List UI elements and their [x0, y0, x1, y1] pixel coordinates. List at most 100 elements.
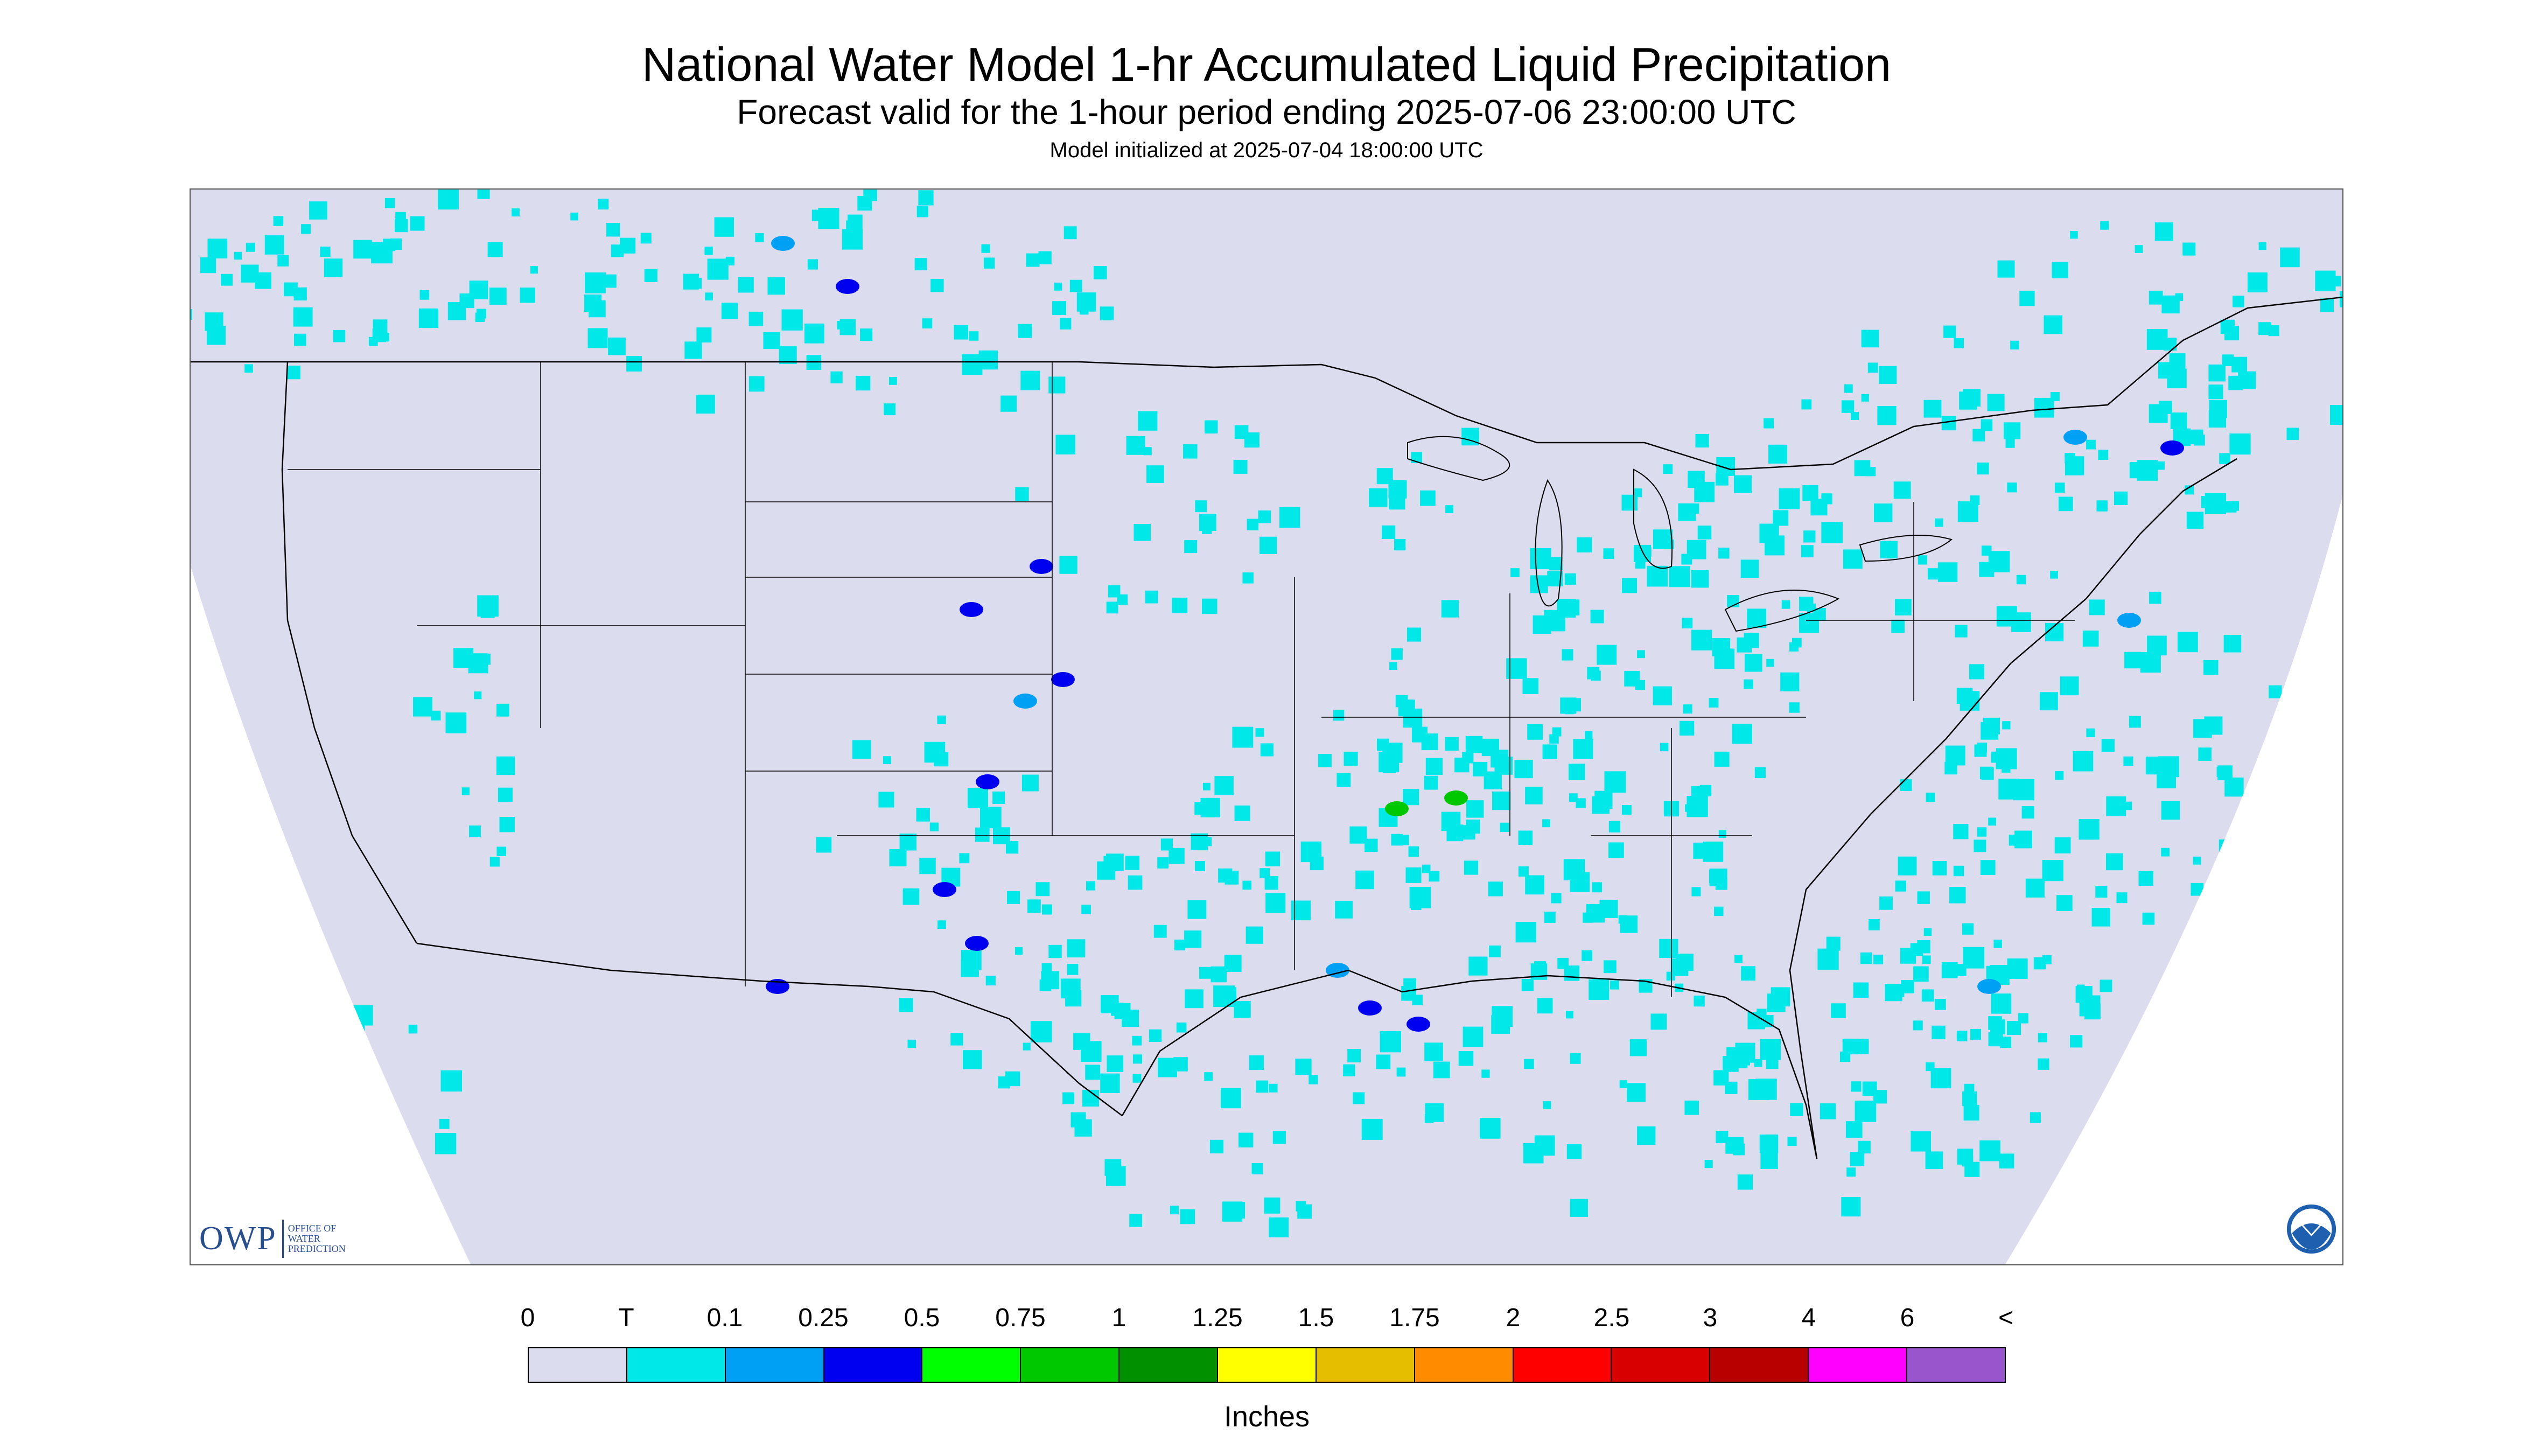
precip-cell: [1466, 820, 1480, 834]
precip-cell: [1543, 1101, 1551, 1109]
precip-cell: [1911, 1131, 1931, 1152]
precip-cell: [1518, 830, 1533, 845]
precip-cell: [1954, 338, 1964, 348]
precip-cell: [191, 309, 192, 320]
precip-cell: [816, 837, 832, 853]
precip-cell: [2330, 276, 2341, 286]
precip-cell: [2208, 384, 2223, 400]
precip-cell: [1184, 930, 1202, 948]
precip-cell: [1867, 362, 1878, 373]
precip-cell: [2042, 860, 2063, 881]
precip-cell: [1963, 1104, 1979, 1121]
legend-swatch: [1907, 1348, 2005, 1382]
precip-cell: [2203, 660, 2219, 675]
precip-cell: [1391, 648, 1403, 660]
precip-cell: [1999, 1153, 2014, 1169]
precip-cell: [1991, 993, 2012, 1014]
precip-cell: [1956, 688, 1973, 704]
precip-cell: [1987, 394, 2005, 411]
precip-cell: [1525, 875, 1544, 895]
precip-cell: [2021, 806, 2034, 819]
precip-cell: [2224, 778, 2244, 797]
precip-cell: [496, 703, 509, 717]
precip-cell: [1027, 899, 1041, 913]
precip-cell: [2101, 739, 2115, 752]
precip-spot: [1444, 790, 1468, 806]
precip-cell: [1310, 856, 1324, 871]
precip-cell: [1408, 846, 1419, 857]
precip-cell: [1258, 510, 1271, 523]
precip-cell: [1125, 856, 1140, 870]
precip-cell: [1682, 618, 1693, 629]
precip-cell: [1622, 578, 1638, 593]
precip-cell: [1895, 880, 1906, 892]
precip-cell: [293, 287, 307, 300]
precip-cell: [1117, 594, 1128, 605]
precip-cell: [2096, 500, 2108, 512]
precip-cell: [1260, 743, 1274, 757]
precip-cell: [1297, 1204, 1312, 1219]
precip-cell: [1748, 1079, 1769, 1100]
precip-cell: [767, 277, 785, 295]
precip-cell: [608, 337, 626, 355]
precip-cell: [1621, 494, 1638, 511]
precip-cell: [640, 233, 652, 244]
precip-cell: [1969, 664, 1984, 680]
precip-cell: [1733, 1143, 1745, 1156]
precip-cell: [2044, 315, 2062, 334]
precip-cell: [1488, 881, 1503, 897]
precip-cell: [1194, 802, 1208, 815]
precip-cell: [2005, 438, 2015, 448]
precip-cell: [1265, 851, 1281, 866]
precip-cell: [1333, 710, 1345, 721]
precip-cell: [2086, 439, 2096, 450]
precip-cell: [439, 1118, 450, 1129]
precip-cell: [1265, 893, 1286, 913]
precip-cell: [1489, 945, 1501, 957]
precip-cell: [431, 710, 441, 721]
precip-cell: [1801, 399, 1812, 410]
precip-cell: [1361, 1118, 1383, 1140]
precip-cell: [2039, 692, 2058, 711]
precip-cell: [1234, 1001, 1251, 1018]
precip-cell: [1683, 704, 1692, 714]
precip-cell: [1681, 554, 1692, 565]
precip-cell: [1335, 900, 1353, 919]
precip-cell: [848, 214, 863, 230]
precip-cell: [1653, 686, 1672, 705]
precip-cell: [763, 332, 780, 349]
precip-cell: [1726, 1047, 1748, 1068]
precip-cell: [1369, 488, 1388, 507]
precip-cell: [1844, 384, 1853, 393]
precip-cell: [1831, 1003, 1846, 1018]
precip-cell: [1048, 376, 1066, 394]
precip-cell: [1744, 633, 1759, 648]
precip-cell: [1821, 493, 1832, 505]
precip-cell: [914, 258, 927, 271]
precip-cell: [1846, 1167, 1856, 1177]
precip-cell: [1608, 821, 1621, 832]
precip-cell: [373, 319, 388, 334]
precip-cell: [2025, 878, 2045, 898]
precip-cell: [2137, 460, 2158, 481]
precip-cell: [1108, 585, 1121, 598]
precip-cell: [2330, 405, 2342, 425]
precip-cell: [1962, 923, 1974, 935]
precip-cell: [1733, 475, 1752, 493]
precip-cell: [1787, 1137, 1797, 1146]
precip-cell: [959, 853, 970, 864]
precip-cell: [286, 366, 300, 380]
precip-cell: [2106, 796, 2126, 816]
precip-cell: [1921, 989, 1934, 1002]
precip-cell: [1172, 597, 1188, 613]
precip-cell: [1576, 798, 1586, 808]
precip-cell: [696, 394, 715, 414]
precip-cell: [967, 788, 988, 809]
legend-label: <: [1998, 1304, 2014, 1332]
precip-cell: [1026, 253, 1040, 267]
precip-cell: [1522, 678, 1539, 694]
precip-cell: [1817, 948, 1839, 970]
precip-cell: [644, 269, 657, 282]
precip-cell: [1760, 1039, 1781, 1060]
mexico-border: [416, 942, 1123, 1116]
